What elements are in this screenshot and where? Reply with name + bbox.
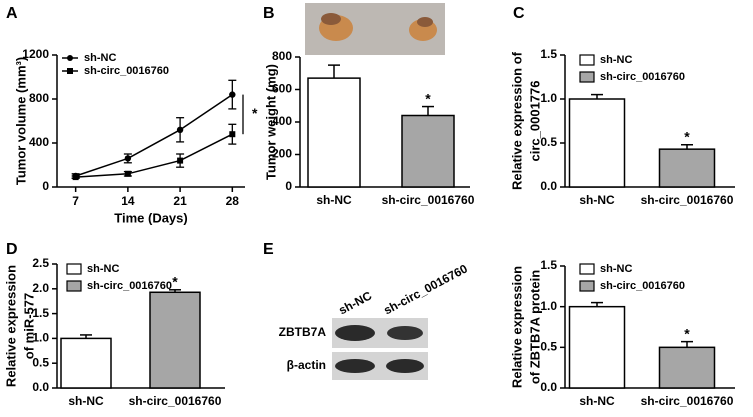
y-tick-label: 800: [29, 91, 49, 105]
y-tick-label: 2.0: [32, 281, 49, 295]
y-tick-label: 200: [272, 147, 292, 161]
y-tick-label: 0.0: [540, 380, 557, 394]
point: [176, 126, 184, 133]
bar: [401, 114, 455, 188]
significance-star: *: [425, 90, 431, 106]
tumor-shade: [417, 17, 433, 27]
blot-row-label: β-actin: [287, 358, 326, 372]
panel-letter: C: [513, 5, 525, 22]
y-axis-label: Relative expression: [3, 265, 18, 387]
y-tick-label: 0.5: [540, 135, 557, 149]
legend-swatch: [66, 280, 82, 292]
y-tick-label: 0: [42, 179, 49, 193]
y-tick-label: 0.0: [32, 380, 49, 394]
y-tick-label: 400: [272, 114, 292, 128]
legend-label: sh-NC: [87, 263, 119, 275]
point: [177, 157, 184, 164]
y-tick-label: 1.0: [540, 91, 557, 105]
y-axis-label: Relative expression: [509, 266, 524, 388]
x-tick-label: 21: [173, 194, 187, 208]
legend-marker: [67, 68, 73, 74]
blot-row-label: ZBTB7A: [279, 325, 327, 339]
legend-swatch: [579, 54, 595, 66]
series-line: [75, 133, 233, 178]
y-tick-label: 1.5: [540, 258, 557, 272]
point: [229, 131, 236, 138]
bar: [149, 291, 201, 389]
x-tick-label: sh-circ_0016760: [382, 193, 475, 207]
bar: [60, 337, 112, 389]
y-tick-label: 600: [272, 82, 292, 96]
y-tick-label: 1.0: [540, 299, 557, 313]
significance-star: *: [172, 273, 178, 289]
blot-band: [387, 326, 423, 340]
y-tick-label: 1.5: [32, 306, 49, 320]
legend-label: sh-circ_0016760: [600, 280, 685, 292]
legend-marker: [67, 55, 73, 61]
bar: [568, 98, 626, 188]
panel-letter: D: [6, 241, 18, 258]
y-axis-label: of miR-577: [21, 293, 36, 359]
y-axis-label: Relative expression of: [509, 51, 524, 190]
legend-label: sh-circ_0016760: [84, 65, 169, 77]
x-tick-label: sh-circ_0016760: [641, 394, 734, 408]
bar: [658, 346, 716, 389]
legend-swatch: [66, 263, 82, 275]
y-tick-label: 0.5: [32, 355, 49, 369]
x-tick-label: sh-NC: [316, 193, 352, 207]
bar: [307, 77, 361, 188]
legend-swatch: [579, 263, 595, 275]
significance-star: *: [684, 325, 690, 341]
y-tick-label: 0.0: [540, 179, 557, 193]
legend-label: sh-circ_0016760: [600, 71, 685, 83]
point: [124, 170, 131, 177]
y-tick-label: 1.0: [32, 331, 49, 345]
y-tick-label: 2.5: [32, 256, 49, 270]
y-tick-label: 1200: [22, 47, 49, 61]
legend-label: sh-NC: [600, 263, 632, 275]
x-tick-label: 7: [72, 194, 79, 208]
y-tick-label: 400: [29, 135, 49, 149]
legend-swatch: [579, 71, 595, 83]
blot-lane-label: sh-NC: [336, 288, 374, 317]
y-axis-label: circ_0001776: [527, 81, 542, 162]
x-tick-label: 14: [121, 194, 135, 208]
x-tick-label: sh-circ_0016760: [641, 193, 734, 207]
y-tick-label: 800: [272, 49, 292, 63]
x-tick-label: 28: [226, 194, 240, 208]
y-axis-label: of ZBTB7A protein: [527, 270, 542, 384]
x-tick-label: sh-NC: [68, 394, 104, 408]
tumor-shade: [321, 13, 341, 25]
blot-band: [335, 359, 375, 373]
blot-band: [386, 359, 424, 373]
panel-letter: B: [263, 5, 275, 22]
point: [72, 174, 79, 181]
bar: [568, 305, 626, 389]
blot-band: [335, 325, 375, 341]
legend-label: sh-NC: [600, 54, 632, 66]
legend-label: sh-circ_0016760: [87, 280, 172, 292]
legend-swatch: [579, 280, 595, 292]
blot-lane-label: sh-circ_0016760: [381, 261, 470, 317]
y-tick-label: 0.5: [540, 340, 557, 354]
significance-star: *: [684, 128, 690, 144]
x-tick-label: sh-NC: [579, 193, 615, 207]
panel-letter: E: [263, 241, 274, 258]
y-axis-label: Tumor weight (mg): [263, 64, 278, 180]
series-line: [75, 93, 233, 177]
x-tick-label: sh-circ_0016760: [129, 394, 222, 408]
panel-letter: A: [6, 5, 18, 22]
point: [229, 91, 236, 98]
bar: [658, 148, 716, 188]
x-axis-label: Time (Days): [114, 210, 187, 225]
y-tick-label: 1.5: [540, 47, 557, 61]
point: [124, 155, 132, 162]
y-tick-label: 0: [285, 179, 292, 193]
significance-star: *: [252, 105, 258, 121]
legend-label: sh-NC: [84, 52, 116, 64]
x-tick-label: sh-NC: [579, 394, 615, 408]
y-axis-label: Tumor volume (mm³): [13, 57, 28, 185]
